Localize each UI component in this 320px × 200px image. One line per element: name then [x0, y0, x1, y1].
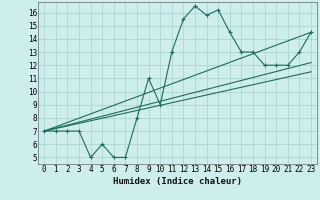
X-axis label: Humidex (Indice chaleur): Humidex (Indice chaleur) [113, 177, 242, 186]
